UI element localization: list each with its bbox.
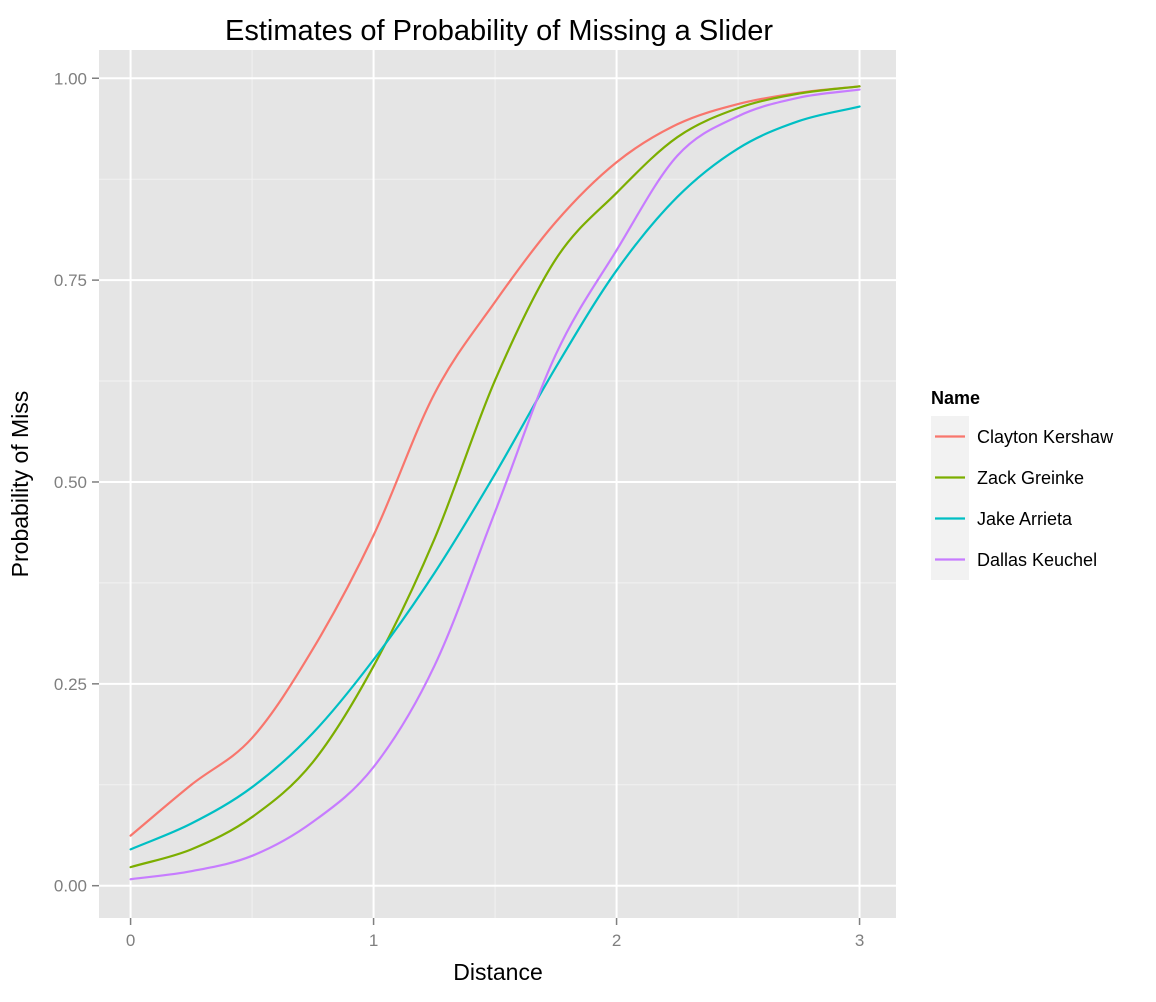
legend-items: Clayton Kershaw Zack Greinke Jake Arrieta D… bbox=[931, 416, 1114, 580]
x-tick-label: 3 bbox=[855, 931, 864, 950]
legend-label: Zack Greinke bbox=[977, 468, 1084, 488]
legend-item: Dallas Keuchel bbox=[931, 539, 1097, 580]
y-tick-label: 0.75 bbox=[54, 271, 87, 290]
legend-label: Jake Arrieta bbox=[977, 509, 1073, 529]
y-tick-label: 0.50 bbox=[54, 473, 87, 492]
legend: Name Clayton Kershaw Zack Greinke Jake Arr… bbox=[931, 388, 1114, 580]
plot-panel bbox=[99, 50, 896, 918]
axis-ticks bbox=[92, 77, 861, 925]
axis-tick-labels: 0 1 2 3 0.00 0.25 0.50 0.75 1.00 bbox=[54, 69, 864, 950]
y-tick-label: 1.00 bbox=[54, 69, 87, 88]
series-line-zack-greinke bbox=[129, 85, 861, 869]
x-tick-label: 0 bbox=[126, 931, 135, 950]
y-axis-title: Probability of Miss bbox=[7, 391, 33, 578]
legend-label: Clayton Kershaw bbox=[977, 427, 1114, 447]
x-axis-title: Distance bbox=[453, 959, 542, 985]
legend-item: Clayton Kershaw bbox=[931, 416, 1114, 457]
x-tick-label: 1 bbox=[369, 931, 378, 950]
series-lines bbox=[129, 85, 861, 881]
legend-title: Name bbox=[931, 388, 980, 408]
y-tick-label: 0.00 bbox=[54, 877, 87, 896]
x-tick-label: 2 bbox=[612, 931, 621, 950]
series-line-clayton-kershaw bbox=[129, 85, 861, 837]
series-line-jake-arrieta bbox=[129, 105, 861, 851]
legend-item: Zack Greinke bbox=[931, 457, 1084, 498]
legend-label: Dallas Keuchel bbox=[977, 550, 1097, 570]
grid-lines bbox=[99, 50, 896, 918]
series-line-dallas-keuchel bbox=[129, 88, 861, 881]
y-tick-label: 0.25 bbox=[54, 675, 87, 694]
chart-title: Estimates of Probability of Missing a Sl… bbox=[225, 15, 773, 47]
legend-item: Jake Arrieta bbox=[931, 498, 1073, 539]
